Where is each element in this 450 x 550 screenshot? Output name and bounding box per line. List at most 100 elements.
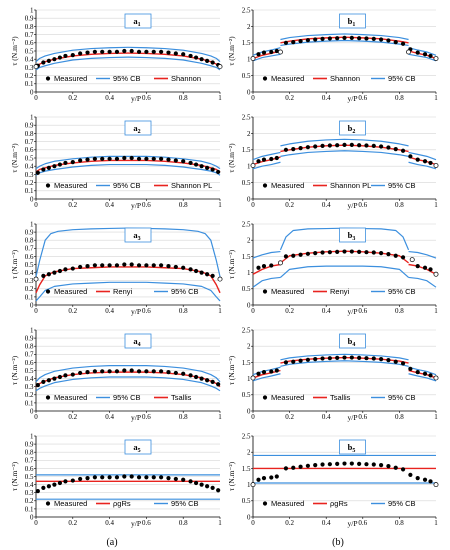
measured-point bbox=[256, 371, 261, 376]
measured-point bbox=[210, 379, 215, 384]
panel-label: a4 bbox=[133, 336, 140, 348]
measured-point bbox=[320, 356, 325, 361]
y-tick-label: 0.7 bbox=[25, 138, 34, 146]
x-axis-label: y/P bbox=[347, 307, 357, 316]
panel-label-sub: 5 bbox=[138, 448, 141, 454]
x-tick-label: 0.6 bbox=[358, 413, 367, 421]
measured-point bbox=[188, 160, 193, 166]
legend-measured-marker bbox=[262, 395, 268, 400]
measured-point bbox=[107, 49, 112, 54]
measured-point bbox=[313, 463, 318, 468]
y-tick-label: 2 bbox=[247, 23, 251, 31]
caption-left: (a) bbox=[106, 537, 117, 548]
x-tick-label: 0 bbox=[251, 519, 255, 527]
measured-point bbox=[335, 355, 340, 360]
measured-point bbox=[188, 267, 193, 272]
model-line bbox=[252, 263, 281, 275]
y-tick-label: 0.8 bbox=[25, 343, 34, 351]
legend-cb-label: 95% CB bbox=[171, 499, 199, 508]
y-tick-label: 1 bbox=[30, 326, 34, 334]
y-tick-label: 0.6 bbox=[25, 146, 34, 154]
measured-point bbox=[261, 476, 267, 481]
measured-point bbox=[41, 379, 46, 384]
measured-point bbox=[313, 144, 318, 149]
panel-label-sub: 2 bbox=[352, 129, 355, 135]
y-axis-label: τ (N.m⁻²) bbox=[227, 249, 236, 279]
chart-a2: 00.10.20.30.40.50.60.70.80.910 0.2 0.4 0.6 0… bbox=[10, 113, 222, 210]
panel-label: b3 bbox=[348, 230, 356, 242]
measured-point bbox=[188, 53, 193, 59]
y-tick-label: 0.4 bbox=[25, 375, 34, 383]
panel-label-sub: 4 bbox=[138, 342, 141, 348]
legend-measured-marker bbox=[262, 501, 268, 506]
x-tick-label: 0.4 bbox=[322, 519, 331, 527]
x-axis-label: y/P bbox=[347, 519, 357, 528]
y-tick-label: 0 bbox=[30, 195, 34, 203]
measured-point bbox=[216, 382, 221, 387]
y-tick-label: 2 bbox=[247, 343, 251, 351]
measured-point bbox=[144, 49, 149, 54]
y-tick-label: 0.2 bbox=[25, 391, 34, 399]
legend-model-label: Shannon bbox=[330, 74, 360, 83]
measured-point bbox=[100, 369, 105, 374]
measured-point bbox=[400, 41, 406, 46]
cb-upper-line bbox=[408, 250, 437, 259]
measured-point bbox=[320, 143, 325, 148]
measured-point bbox=[313, 251, 318, 256]
measured-point bbox=[320, 250, 325, 255]
y-tick-label: 1 bbox=[247, 481, 251, 489]
measured-point bbox=[70, 53, 75, 58]
measured-point bbox=[70, 266, 75, 271]
measured-point bbox=[63, 479, 68, 484]
x-tick-label: 1 bbox=[218, 307, 222, 315]
panel-label: a1 bbox=[133, 16, 140, 28]
x-tick-label: 0.2 bbox=[68, 307, 77, 315]
legend-measured-label: Measured bbox=[271, 287, 304, 296]
y-tick-label: 1 bbox=[30, 6, 34, 14]
y-axis-label: τ (N.m⁻²) bbox=[227, 36, 236, 66]
y-tick-label: 0.1 bbox=[25, 399, 34, 407]
chart-a3: 00.10.20.30.40.50.60.70.80.910 0.2 0.4 0.6 0… bbox=[10, 220, 223, 316]
y-tick-label: 0.8 bbox=[25, 237, 34, 245]
measured-point bbox=[144, 369, 149, 374]
legend-measured-marker bbox=[262, 76, 268, 81]
measured-point bbox=[52, 164, 57, 169]
cb-upper-line bbox=[280, 353, 409, 361]
measured-point bbox=[136, 49, 142, 54]
y-tick-label: 0.5 bbox=[242, 391, 251, 399]
measured-point bbox=[428, 267, 433, 272]
y-tick-label: 0.6 bbox=[25, 253, 34, 261]
y-tick-label: 2 bbox=[247, 237, 251, 245]
measured-point bbox=[92, 263, 97, 268]
measured-point bbox=[422, 371, 428, 376]
x-tick-label: 0 bbox=[34, 519, 38, 527]
chart-b3: 0 0.5 1 1.5 2 2.5 0 0.2 0.4 0.6 0.8 1 y/P τ (N.m⁻²) b3… bbox=[227, 220, 439, 316]
measured-point bbox=[205, 378, 210, 383]
y-tick-label: 0.4 bbox=[25, 56, 34, 64]
measured-point bbox=[313, 37, 318, 42]
panel-label: a5 bbox=[133, 442, 140, 454]
cb-upper-line bbox=[35, 46, 221, 63]
measured-point bbox=[166, 157, 171, 162]
panel-label: b5 bbox=[348, 442, 356, 454]
x-tick-label: 0.2 bbox=[68, 413, 77, 421]
measured-point bbox=[305, 251, 310, 256]
measured-point bbox=[335, 36, 340, 41]
measured-point bbox=[136, 263, 142, 268]
y-axis-label: τ (N.m⁻²) bbox=[10, 249, 19, 279]
measured-point bbox=[205, 165, 210, 170]
measured-point bbox=[92, 156, 97, 161]
x-tick-label: 0.4 bbox=[105, 307, 114, 315]
measured-point bbox=[85, 264, 90, 269]
x-axis-label: y/P bbox=[131, 519, 141, 528]
x-tick-label: 0.4 bbox=[322, 307, 331, 315]
measured-point bbox=[52, 270, 57, 275]
panel-label-box bbox=[124, 333, 152, 349]
x-tick-label: 0.8 bbox=[395, 94, 404, 102]
measured-point bbox=[386, 252, 391, 257]
measured-point bbox=[114, 369, 120, 374]
y-tick-label: 0.1 bbox=[25, 505, 34, 513]
x-tick-label: 0.2 bbox=[285, 201, 294, 209]
measured-point bbox=[371, 462, 376, 467]
